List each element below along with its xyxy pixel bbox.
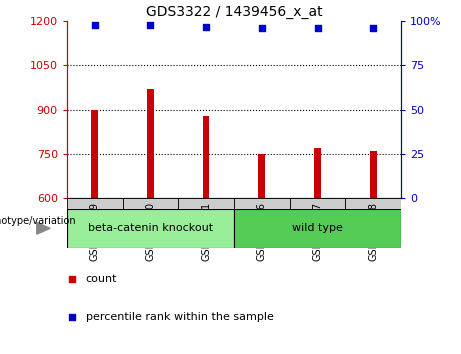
Bar	[147, 89, 154, 198]
Text: percentile rank within the sample: percentile rank within the sample	[86, 312, 274, 322]
Bar	[67, 198, 123, 244]
Bar	[290, 198, 345, 244]
Bar	[345, 198, 401, 244]
Bar	[234, 209, 401, 248]
Text: beta-catenin knockout: beta-catenin knockout	[88, 223, 213, 233]
Bar	[91, 110, 98, 198]
Text: GSM243351: GSM243351	[201, 202, 211, 261]
Polygon shape	[37, 223, 50, 234]
Text: GSM243348: GSM243348	[368, 202, 378, 261]
Bar	[314, 148, 321, 198]
Text: GSM243349: GSM243349	[90, 202, 100, 261]
Title: GDS3322 / 1439456_x_at: GDS3322 / 1439456_x_at	[146, 5, 322, 19]
Bar	[123, 198, 178, 244]
Point	[202, 24, 210, 29]
Point	[68, 276, 76, 282]
Point	[314, 25, 321, 31]
Text: wild type: wild type	[292, 223, 343, 233]
Text: GSM243350: GSM243350	[145, 202, 155, 261]
Text: GSM243347: GSM243347	[313, 202, 323, 261]
Point	[91, 22, 98, 28]
Point	[68, 314, 76, 320]
Bar	[203, 116, 209, 198]
Text: GSM243346: GSM243346	[257, 202, 267, 261]
Bar	[259, 154, 265, 198]
Bar	[178, 198, 234, 244]
Point	[258, 25, 266, 31]
Text: count: count	[86, 274, 118, 284]
Point	[147, 22, 154, 28]
Text: genotype/variation: genotype/variation	[0, 216, 77, 226]
Bar	[370, 151, 377, 198]
Point	[370, 25, 377, 31]
Bar	[67, 209, 234, 248]
Bar	[234, 198, 290, 244]
